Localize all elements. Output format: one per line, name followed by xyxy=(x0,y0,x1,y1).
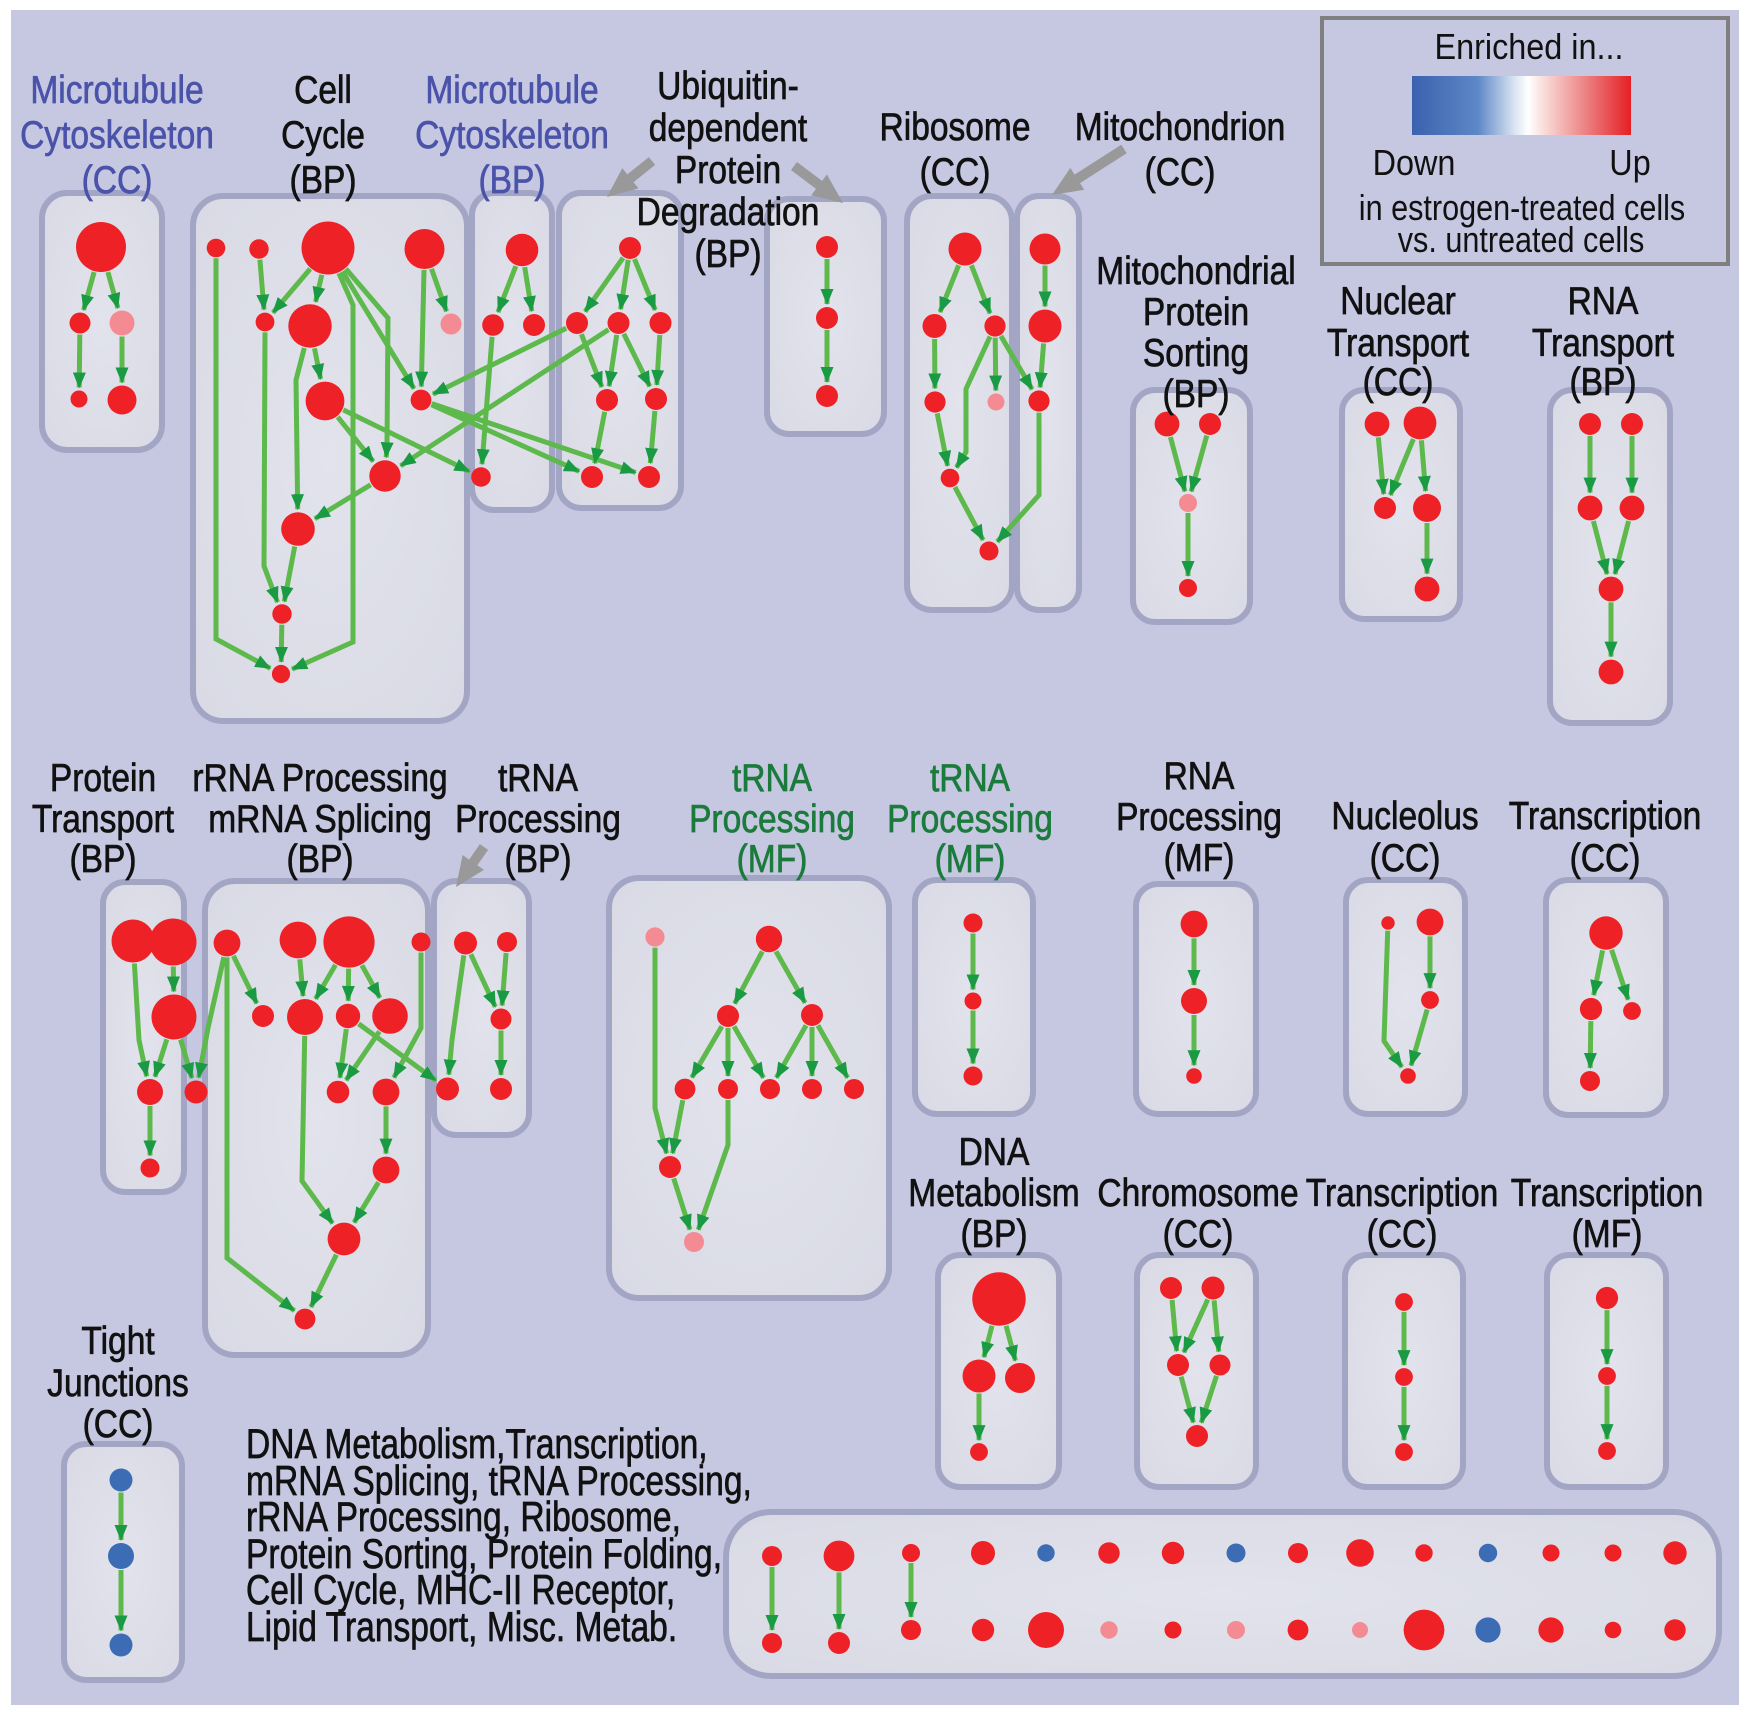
svg-text:Protein: Protein xyxy=(50,756,156,800)
svg-text:(MF): (MF) xyxy=(1572,1212,1643,1256)
svg-text:(BP): (BP) xyxy=(478,158,545,202)
svg-text:Metabolism: Metabolism xyxy=(908,1171,1079,1215)
svg-text:Cell: Cell xyxy=(294,68,352,112)
svg-text:Transport: Transport xyxy=(1327,321,1469,365)
svg-text:(BP): (BP) xyxy=(694,232,761,276)
svg-text:Sorting: Sorting xyxy=(1143,331,1249,375)
svg-text:Mitochondrion: Mitochondrion xyxy=(1075,105,1286,149)
svg-text:(MF): (MF) xyxy=(935,837,1006,881)
svg-text:Degradation: Degradation xyxy=(637,190,820,234)
svg-text:RNA: RNA xyxy=(1568,279,1639,323)
svg-text:(CC): (CC) xyxy=(1163,1212,1234,1256)
svg-text:Mitochondrial: Mitochondrial xyxy=(1096,249,1295,293)
svg-text:tRNA: tRNA xyxy=(732,756,813,800)
svg-text:Cycle: Cycle xyxy=(281,113,365,157)
svg-text:Transcription: Transcription xyxy=(1511,1171,1704,1215)
svg-text:RNA: RNA xyxy=(1164,754,1235,798)
svg-text:Transport: Transport xyxy=(32,797,174,841)
svg-text:(BP): (BP) xyxy=(1569,360,1636,404)
svg-text:Transcription: Transcription xyxy=(1509,794,1702,838)
svg-text:DNA Metabolism,Transcription,: DNA Metabolism,Transcription, xyxy=(246,1422,708,1468)
svg-text:tRNA: tRNA xyxy=(498,756,579,800)
svg-text:vs. untreated cells: vs. untreated cells xyxy=(1398,221,1644,261)
svg-text:(BP): (BP) xyxy=(286,837,353,881)
svg-text:Microtubule: Microtubule xyxy=(425,68,598,112)
svg-text:Chromosome: Chromosome xyxy=(1097,1171,1298,1215)
svg-text:dependent: dependent xyxy=(649,106,807,150)
svg-text:Processing: Processing xyxy=(1116,795,1282,839)
svg-text:Nucleolus: Nucleolus xyxy=(1331,794,1478,838)
svg-text:(CC): (CC) xyxy=(1363,360,1434,404)
svg-text:(BP): (BP) xyxy=(1162,372,1229,416)
svg-text:Ubiquitin-: Ubiquitin- xyxy=(657,64,799,108)
svg-text:Processing: Processing xyxy=(455,797,621,841)
svg-text:Up: Up xyxy=(1609,143,1650,183)
svg-text:(BP): (BP) xyxy=(289,158,356,202)
svg-text:(CC): (CC) xyxy=(1145,150,1216,194)
svg-text:(MF): (MF) xyxy=(1164,836,1235,880)
svg-text:(CC): (CC) xyxy=(1367,1212,1438,1256)
svg-text:(CC): (CC) xyxy=(82,158,153,202)
svg-text:Junctions: Junctions xyxy=(47,1361,189,1405)
svg-text:Cell Cycle, MHC-II Receptor,: Cell Cycle, MHC-II Receptor, xyxy=(246,1568,675,1614)
svg-text:(CC): (CC) xyxy=(1570,836,1641,880)
svg-text:Protein: Protein xyxy=(675,148,781,192)
svg-text:in estrogen-treated cells: in estrogen-treated cells xyxy=(1359,189,1685,229)
svg-text:Cytoskeleton: Cytoskeleton xyxy=(20,113,214,157)
svg-text:(MF): (MF) xyxy=(737,837,808,881)
svg-text:(CC): (CC) xyxy=(1370,836,1441,880)
svg-text:(BP): (BP) xyxy=(504,837,571,881)
svg-text:tRNA: tRNA xyxy=(930,756,1011,800)
svg-text:rRNA Processing, Ribosome,: rRNA Processing, Ribosome, xyxy=(246,1495,681,1541)
svg-text:Down: Down xyxy=(1373,143,1456,183)
svg-text:DNA: DNA xyxy=(959,1130,1030,1174)
svg-text:Enriched in...: Enriched in... xyxy=(1434,27,1623,67)
svg-text:(CC): (CC) xyxy=(83,1402,154,1446)
svg-text:Nuclear: Nuclear xyxy=(1340,279,1456,323)
svg-text:mRNA Splicing, tRNA Processing: mRNA Splicing, tRNA Processing, xyxy=(246,1459,752,1505)
svg-text:Tight: Tight xyxy=(81,1319,154,1363)
svg-text:mRNA Splicing: mRNA Splicing xyxy=(208,797,432,841)
svg-text:Processing: Processing xyxy=(887,797,1053,841)
svg-text:(BP): (BP) xyxy=(960,1212,1027,1256)
svg-text:Protein Sorting, Protein Foldi: Protein Sorting, Protein Folding, xyxy=(246,1532,722,1578)
svg-text:Microtubule: Microtubule xyxy=(30,68,203,112)
svg-text:(CC): (CC) xyxy=(920,150,991,194)
svg-text:rRNA Processing: rRNA Processing xyxy=(192,756,447,800)
svg-text:Processing: Processing xyxy=(689,797,855,841)
svg-text:(BP): (BP) xyxy=(69,837,136,881)
svg-text:Protein: Protein xyxy=(1143,290,1249,334)
svg-text:Transport: Transport xyxy=(1532,321,1674,365)
svg-text:Transcription: Transcription xyxy=(1306,1171,1499,1215)
svg-text:Cytoskeleton: Cytoskeleton xyxy=(415,113,609,157)
svg-text:Ribosome: Ribosome xyxy=(880,105,1031,149)
svg-text:Lipid Transport, Misc. Metab.: Lipid Transport, Misc. Metab. xyxy=(246,1605,677,1651)
